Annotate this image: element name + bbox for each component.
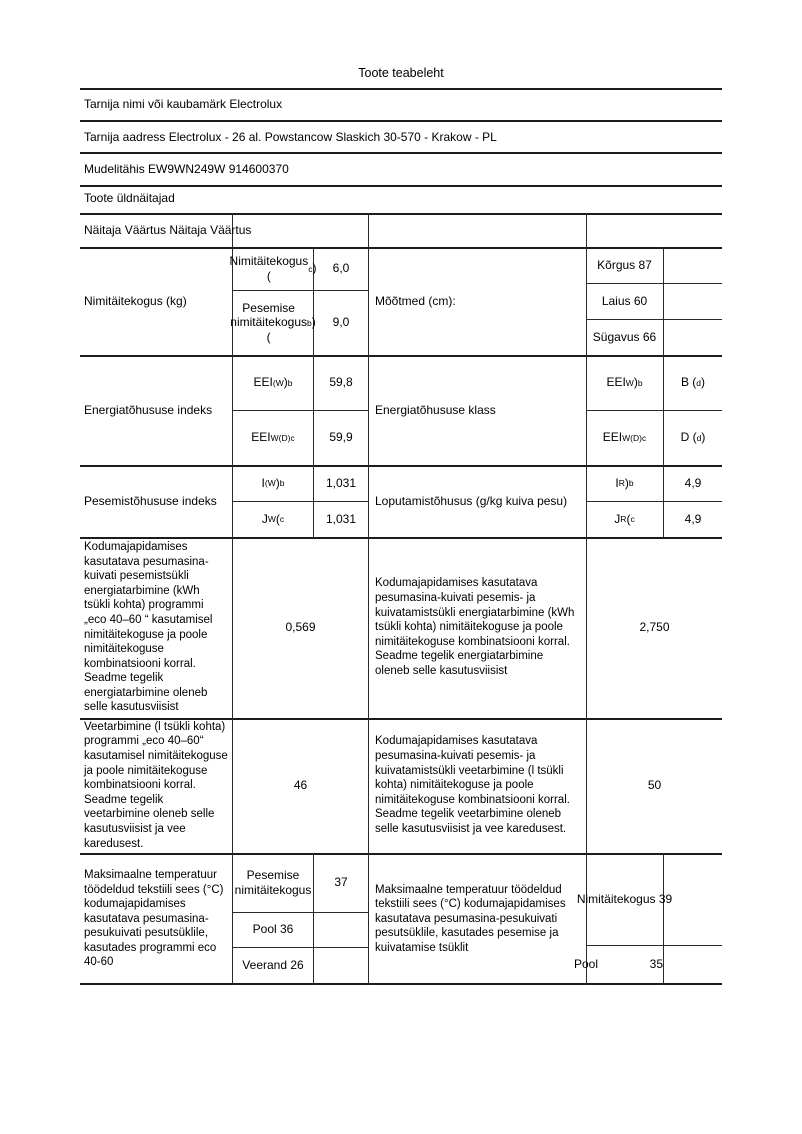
divider: [80, 120, 722, 122]
table-line: [232, 501, 368, 502]
page-title: Toote teabeleht: [358, 66, 444, 80]
max-temp-wash-text: Maksimaalne temperatuur töödeldud teksti…: [84, 868, 224, 969]
max-temp-rated-right: Nimitäitekogus 39: [576, 891, 673, 906]
supplier-row: Tarnija nimi või kaubamärk Electrolux: [84, 97, 283, 111]
energy-index-row-label: Energiatõhususe indeks: [84, 402, 213, 417]
water-consumption-wash-value: 46: [293, 778, 308, 793]
model-row: Mudelitähis EW9WN249W 914600370: [84, 162, 289, 176]
table-line: [80, 355, 722, 357]
divider: [80, 185, 722, 187]
capacity-wash-label: Pesemise nimitäitekogus (b): [230, 300, 315, 344]
max-temp-half-right-label: Pool: [574, 956, 599, 971]
table-line: [586, 501, 722, 502]
table-line: [232, 947, 368, 948]
table-line: [586, 283, 722, 284]
capacity-wash-value: 9,0: [332, 315, 350, 330]
iw-value: 1,031: [325, 475, 357, 490]
water-consumption-full-text: Kodumajapidamises kasutatava pesumasina-…: [375, 735, 570, 835]
iw-label: I (W) b: [261, 475, 285, 490]
energy-consumption-wash-text: Kodumajapidamises kasutatava pesumasina-…: [84, 540, 213, 714]
table-line: [313, 247, 314, 537]
table-line: [80, 853, 722, 855]
eei-wd-value: 59,9: [329, 430, 353, 445]
table-line: [586, 410, 722, 411]
table-line: [368, 213, 369, 985]
energy-consumption-full-text: Kodumajapidamises kasutatava pesumasina-…: [375, 577, 575, 677]
divider: [80, 152, 722, 154]
energy-class-label: Energiatõhususe klass: [375, 402, 496, 417]
dimension-width: Laius 60: [601, 293, 648, 308]
ir-label: I R) b: [615, 475, 634, 490]
rinsing-label: Loputamistõhusus (g/kg kuiva pesu): [375, 493, 568, 508]
energy-class-wd-value: D (d): [680, 430, 706, 445]
max-temp-half-right: Pool 35: [574, 945, 669, 983]
table-line: [663, 853, 664, 985]
table-line: [586, 945, 722, 946]
product-table: Näitaja Väärtus Näitaja Väärtus Nimitäit…: [80, 213, 722, 985]
table-line: [80, 247, 722, 249]
table-line: [232, 213, 233, 985]
table-line: [232, 410, 368, 411]
max-temp-rated-value: 37: [334, 875, 348, 890]
water-consumption-wash-text: Veetarbimine (l tsükli kohta) programmi …: [84, 720, 228, 850]
washing-index-row-label: Pesemistõhususe indeks: [84, 493, 217, 508]
jw-label: J W( c: [261, 511, 285, 526]
water-consumption-full-value: 50: [647, 778, 662, 793]
table-header-row: Näitaja Väärtus Näitaja Väärtus: [84, 222, 252, 237]
table-line: [80, 213, 722, 215]
capacity-row-label: Nimitäitekogus (kg): [84, 293, 187, 308]
address-row: Tarnija aadress Electrolux - 26 al. Pows…: [84, 130, 497, 144]
capacity-rated-value: 6,0: [332, 261, 350, 276]
table-line: [80, 983, 722, 985]
dimensions-label: Mõõtmed (cm):: [375, 293, 456, 308]
table-line: [80, 537, 722, 539]
energy-class-eei-w-label: EEI W) b: [606, 375, 643, 390]
max-temp-full-text: Maksimaalne temperatuur töödeldud teksti…: [375, 883, 566, 954]
section-heading: Toote üldnäitajad: [84, 191, 175, 205]
jr-label: J R( c: [614, 511, 635, 526]
eei-w-value: 59,8: [329, 375, 353, 390]
table-line: [232, 290, 368, 291]
table-line: [313, 853, 314, 985]
max-temp-half-label: Pool 36: [252, 922, 294, 937]
jr-value: 4,9: [684, 511, 702, 526]
table-line: [586, 213, 587, 985]
energy-consumption-wash-value: 0,569: [285, 620, 316, 635]
energy-class-eei-wd-label: EEI W(D) c: [602, 430, 647, 445]
max-temp-quarter-label: Veerand 26: [242, 957, 304, 972]
table-line: [663, 247, 664, 537]
table-line: [80, 465, 722, 467]
divider: [80, 88, 722, 90]
dimension-depth: Sügavus 66: [592, 329, 657, 344]
eei-w-label: EEI (W) b: [253, 375, 293, 390]
table-line: [80, 718, 722, 720]
table-line: [586, 319, 722, 320]
energy-consumption-full-value: 2,750: [639, 620, 670, 635]
jw-value: 1,031: [325, 511, 357, 526]
max-temp-rated-label: Pesemise nimitäitekogus: [234, 868, 312, 897]
dimension-height: Kõrgus 87: [597, 257, 652, 272]
ir-value: 4,9: [684, 475, 702, 490]
energy-class-w-value: B (d): [680, 375, 706, 390]
capacity-rated-label: Nimitäitekogus (c): [229, 254, 317, 283]
table-line: [232, 912, 368, 913]
max-temp-half-right-value: 35: [649, 956, 663, 971]
eei-wd-label: EEI W(D) c: [251, 430, 295, 445]
